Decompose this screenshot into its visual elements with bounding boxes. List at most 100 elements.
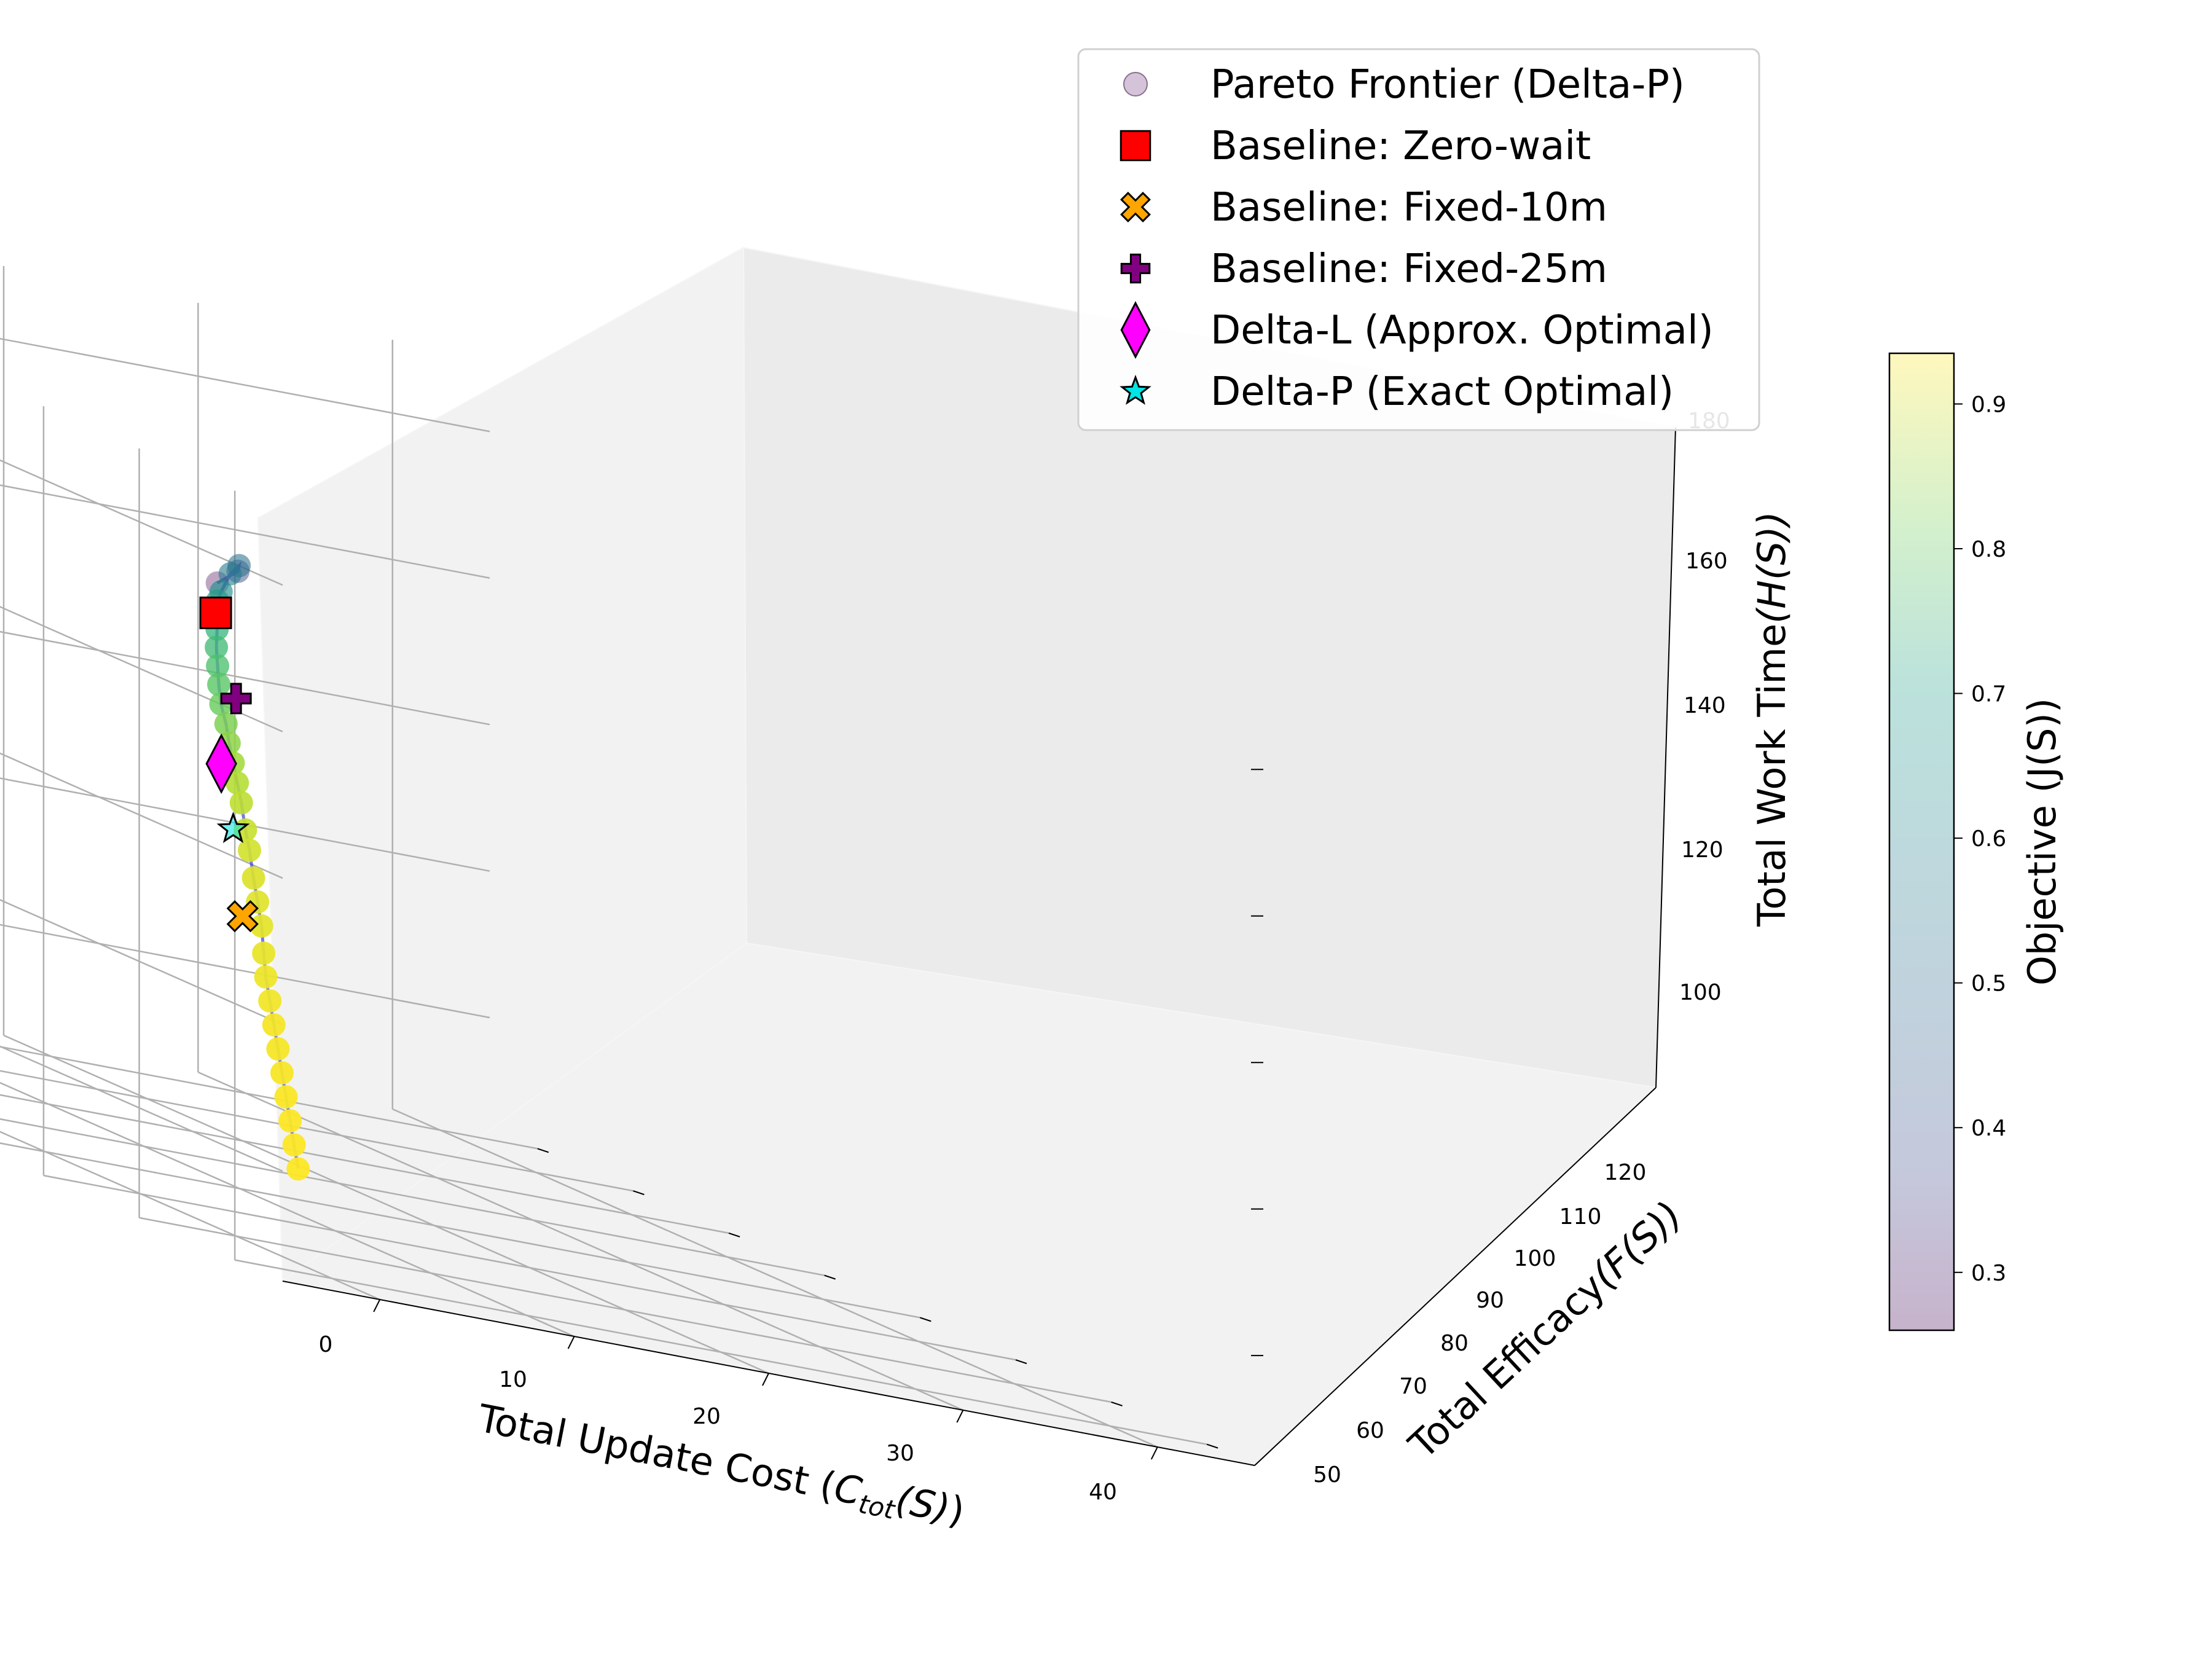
x-tick-mark-0: [373, 1299, 381, 1312]
legend-items: Pareto Frontier (Delta-P) Baseline: Zero-…: [1120, 62, 1714, 415]
x-tick-mark-30: [956, 1410, 964, 1423]
frontier-point: [206, 654, 230, 678]
frontier-point: [218, 562, 242, 586]
y-tick-mark-120: [537, 1148, 549, 1153]
legend-label-pareto-frontier-delta-p: Pareto Frontier (Delta-P): [1210, 62, 1685, 108]
frontier-point: [226, 771, 249, 795]
legend-label-baseline-fixed-10m: Baseline: Fixed-10m: [1210, 185, 1607, 230]
x-tick-mark-10: [567, 1336, 575, 1349]
z-gridline-left-140: [0, 752, 283, 879]
frontier-point: [282, 1133, 306, 1157]
y-tick-label-70: 70: [1399, 1374, 1427, 1399]
z-gridline-left-100: [0, 1045, 283, 1172]
colorbar-ticks: 0.3 0.4 0.5 0.6 0.7 0.8 0.9: [1954, 392, 2006, 1286]
colorbar: 0.3 0.4 0.5 0.6 0.7 0.8 0.9 Objective (J(S)): [1888, 352, 2065, 1332]
colorbar-tick-label: 0.5: [1971, 971, 2006, 997]
y-axis-line: [1254, 1087, 1657, 1466]
colorbar-tick-label: 0.3: [1971, 1261, 2006, 1286]
y-tick-label-110: 110: [1559, 1204, 1602, 1230]
colorbar-tick-label: 0.6: [1971, 826, 2006, 852]
legend-marker-delta-l-approx-optimal: [1120, 301, 1151, 359]
frontier-point: [249, 914, 273, 938]
y-gridline-floor-90: [0, 1118, 825, 1276]
grid-lines: [0, 266, 1207, 1448]
y-gridline-floor-120: [0, 1046, 538, 1150]
y-tick-label-50: 50: [1313, 1462, 1341, 1488]
colorbar-frame: [1888, 352, 1955, 1332]
frontier-point: [258, 989, 282, 1013]
y-tick-label-120: 120: [1604, 1160, 1647, 1185]
marker-baseline-fixed-10m: [226, 900, 259, 933]
frontier-point: [270, 1061, 294, 1085]
y-tick-label-90: 90: [1476, 1288, 1504, 1313]
colorbar-tick-label: 0.9: [1971, 392, 2006, 417]
y-tick-mark-80: [919, 1317, 931, 1322]
y-tick-mark-60: [1111, 1401, 1123, 1406]
z-axis-title-text: Total Work Time: [1749, 624, 1794, 927]
y-gridline-floor-70: [43, 1174, 1016, 1361]
frontier-point: [241, 866, 265, 890]
z-tick-label-140: 140: [1684, 693, 1726, 718]
colorbar-tick-label: 0.7: [1971, 682, 2006, 707]
frontier-point: [207, 672, 231, 696]
legend-label-baseline-zero-wait: Baseline: Zero-wait: [1210, 124, 1591, 169]
frontier-point: [262, 1013, 286, 1037]
x-gridline-floor-0: [0, 1131, 380, 1301]
frontier-point: [252, 941, 276, 965]
y-tick-label-60: 60: [1356, 1418, 1384, 1443]
marker-baseline-zero-wait: [199, 596, 232, 629]
y-gridline-floor-50: [234, 1259, 1207, 1445]
colorbar-title: Objective (J(S)): [2020, 698, 2065, 986]
y-gridline-floor-60: [139, 1217, 1112, 1403]
frontier-point: [229, 791, 253, 815]
z-gridline-left-160: [0, 606, 283, 732]
colorbar-tick-label: 0.8: [1971, 537, 2006, 562]
x-axis-title-arg: (S): [892, 1477, 954, 1531]
x-axis-title-text: Total Update Cost: [474, 1395, 812, 1504]
y-gridline-floor-100: [0, 1094, 729, 1234]
legend-marker-delta-p-exact-optimal: [1120, 374, 1151, 405]
x-tick-mark-20: [762, 1373, 769, 1386]
frontier-point: [278, 1109, 302, 1133]
legend-marker-baseline-fixed-10m: [1120, 192, 1151, 222]
legend-marker-baseline-zero-wait: [1120, 130, 1151, 162]
z-tick-label-100: 100: [1679, 980, 1722, 1005]
z-axis-line: [1655, 426, 1676, 1088]
x-tick-label-10: 10: [499, 1367, 527, 1392]
x-tick-label-20: 20: [692, 1404, 721, 1429]
x-gridline-floor-10: [0, 1081, 575, 1338]
z-tick-label-120: 120: [1681, 837, 1724, 863]
marker-delta-l-approx-optimal: [205, 733, 237, 794]
frontier-point: [286, 1157, 310, 1181]
y-tick-mark-90: [824, 1274, 836, 1280]
z-gridline-left-120: [0, 899, 283, 1026]
y-tick-mark-70: [1015, 1359, 1027, 1365]
x-tick-label-40: 40: [1089, 1480, 1117, 1505]
colorbar-tick-label: 0.4: [1971, 1116, 2006, 1141]
x-gridline-floor-40: [392, 1108, 1158, 1448]
legend-marker-baseline-fixed-10m-group: [1120, 192, 1151, 222]
marker-delta-p-exact-optimal: [216, 811, 250, 844]
frontier-point: [266, 1037, 290, 1061]
z-tick-label-160: 160: [1685, 549, 1728, 574]
x-axis-title: Total Update Cost (Ctot(S)): [473, 1395, 968, 1538]
y-tick-mark-110: [633, 1190, 645, 1196]
x-tick-label-30: 30: [886, 1441, 914, 1466]
frontier-point: [254, 965, 278, 989]
y-tick-label-80: 80: [1440, 1331, 1469, 1356]
z-gridline-back-180: [0, 337, 490, 433]
legend: Pareto Frontier (Delta-P) Baseline: Zero-…: [1077, 48, 1760, 431]
marker-baseline-fixed-25m: [220, 683, 252, 715]
frontier-point: [237, 838, 261, 862]
highlight-markers: [199, 596, 259, 933]
frontier-point: [274, 1085, 298, 1109]
y-tick-mark-50: [1206, 1443, 1218, 1449]
z-axis-title: Total Work Time(H(S)): [1749, 511, 1794, 927]
z-gridline-left-180: [0, 459, 283, 586]
x-tick-mark-40: [1150, 1446, 1158, 1460]
legend-label-delta-p-exact-optimal: Delta-P (Exact Optimal): [1210, 369, 1674, 415]
x-gridline-floor-30: [197, 1071, 963, 1411]
x-tick-label-0: 0: [319, 1332, 333, 1357]
z-axis: 100 120 140 160 180 Total Work Time(H(S)…: [1251, 409, 1794, 1357]
